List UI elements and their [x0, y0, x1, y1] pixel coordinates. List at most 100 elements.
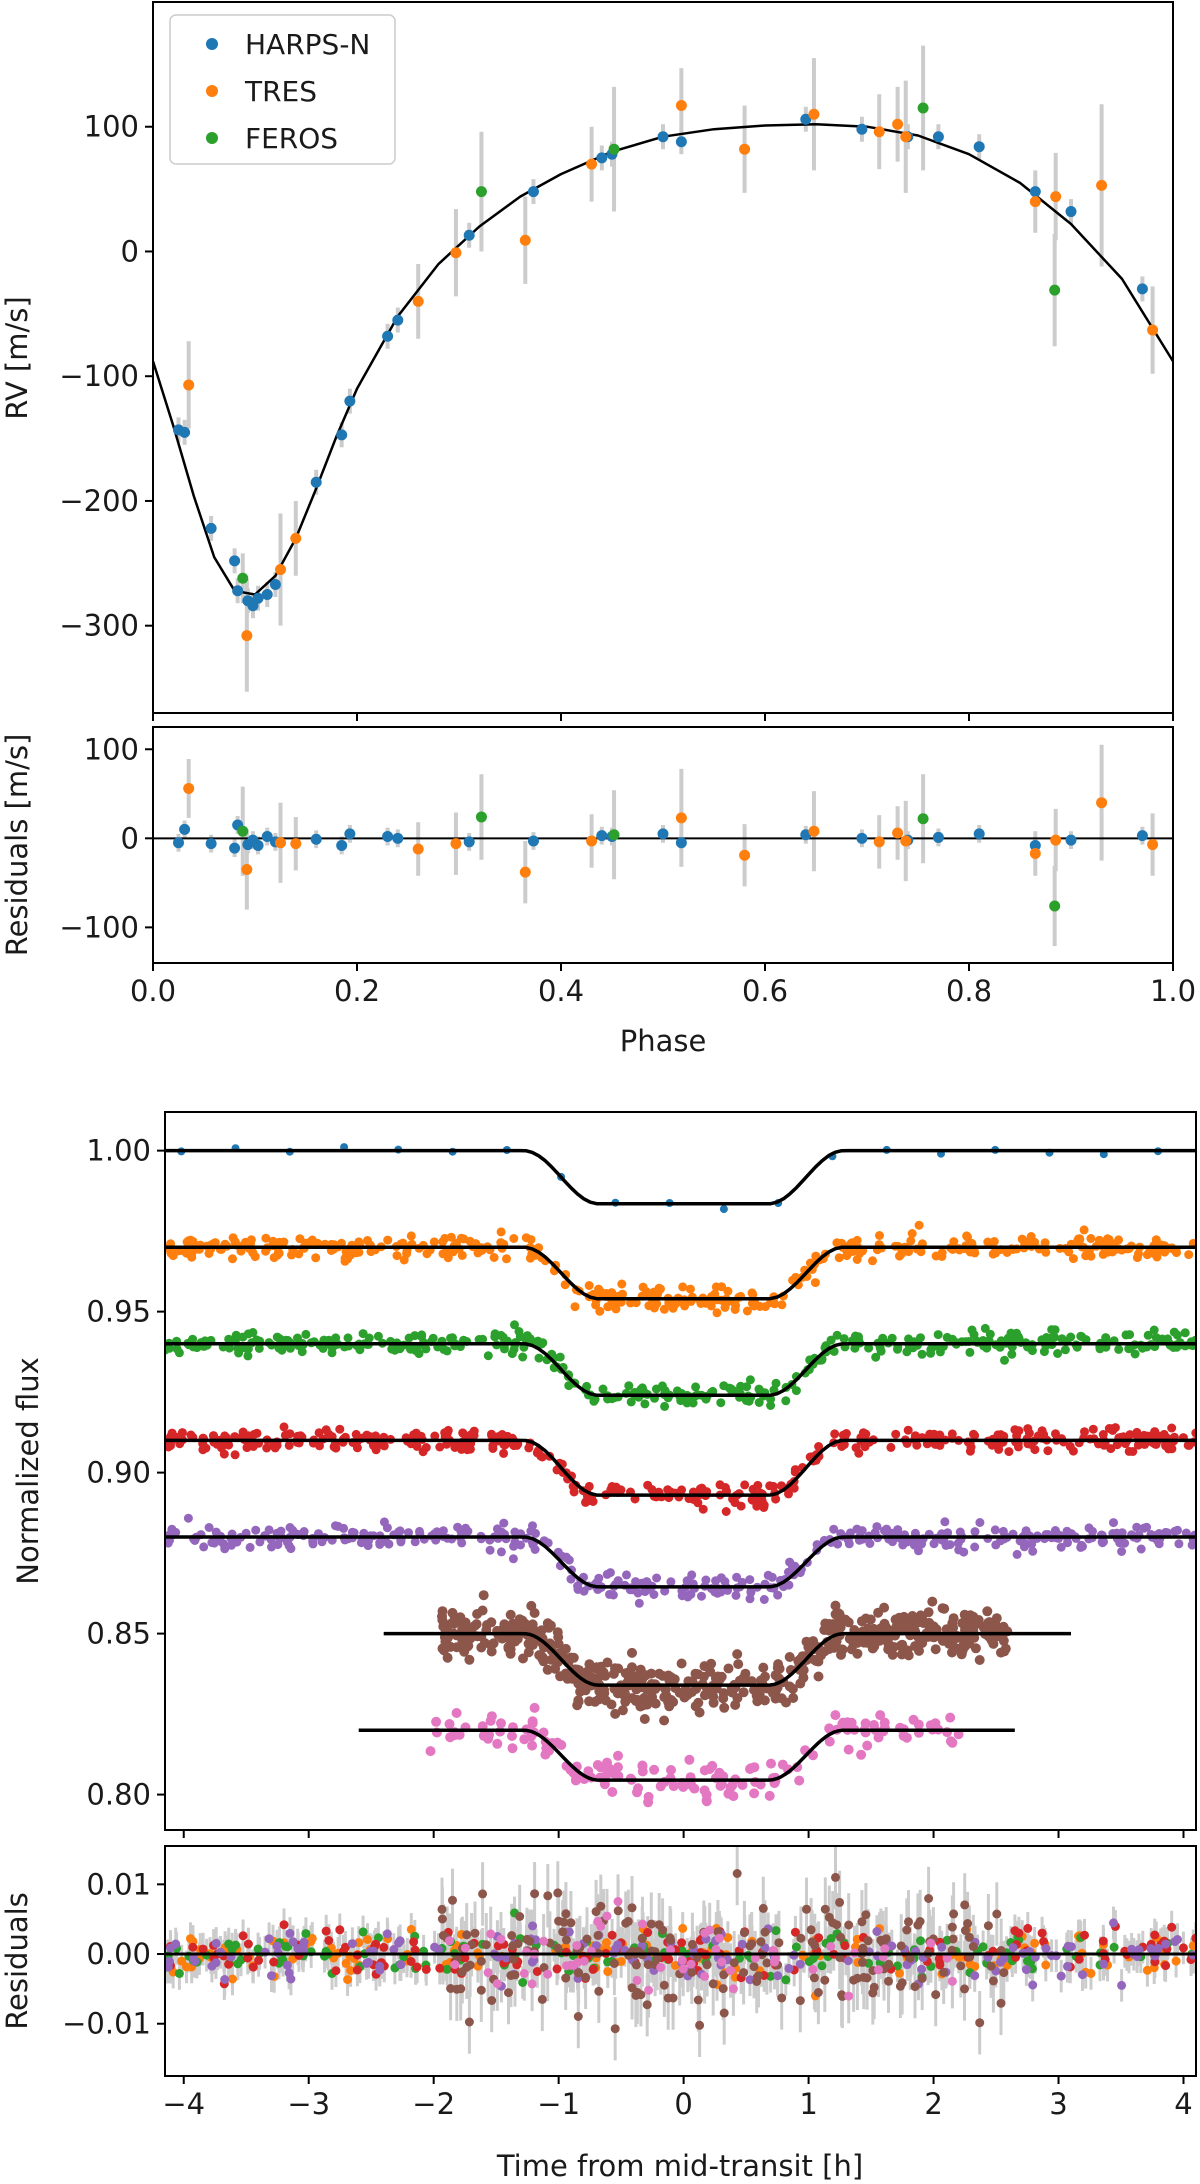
transit-residual-point	[228, 1974, 237, 1984]
legend-label-feros: FEROS	[245, 122, 338, 155]
transit-residual-point	[666, 1945, 675, 1955]
transit-point-c4	[584, 1481, 594, 1491]
transit-point-feros	[893, 1344, 902, 1354]
rv-point-tres	[519, 234, 531, 246]
transit-residual-point	[554, 1916, 564, 1926]
transit-residual-point	[233, 1959, 243, 1969]
transit-residual-point	[652, 1954, 662, 1963]
transit-residual-point	[840, 1941, 850, 1951]
transit-point-tres	[607, 1288, 617, 1298]
transit-point-c6	[897, 1639, 908, 1650]
transit-point-feros	[1095, 1344, 1105, 1354]
transit-point-c5	[255, 1537, 265, 1547]
transit-residual-point	[963, 1919, 973, 1928]
transit-point-c4	[1133, 1440, 1143, 1450]
transit-residual-point	[279, 1920, 289, 1930]
transit-point-c4	[903, 1425, 913, 1435]
transit-point-feros	[719, 1381, 729, 1391]
transit-point-c5	[940, 1517, 950, 1527]
transit-residual-point	[1127, 1944, 1137, 1954]
transit-point-c5	[1088, 1526, 1097, 1536]
transit-point-c5	[998, 1526, 1008, 1536]
transit-residual-point	[1078, 1970, 1087, 1980]
rv-point-tres	[450, 247, 462, 259]
transit-point-c4	[457, 1444, 466, 1454]
transit-point-feros	[744, 1396, 754, 1406]
transit-point-c4	[488, 1441, 498, 1450]
transit-residual-point	[460, 1953, 470, 1963]
transit-point-c7	[913, 1719, 924, 1730]
rv-point-harps	[392, 314, 404, 326]
transit-point-c7	[689, 1783, 700, 1794]
transit-point-c6	[718, 1688, 729, 1699]
transit-point-c4	[284, 1440, 294, 1450]
transit-point-tres	[852, 1255, 862, 1264]
transit-residual-point	[1039, 1937, 1049, 1946]
transit-point-c6	[699, 1690, 710, 1701]
rv-point-tres	[275, 564, 286, 576]
transit-point-c6	[738, 1687, 749, 1698]
transit-point-c7	[529, 1702, 540, 1713]
transit-point-tres	[1017, 1234, 1027, 1244]
transit-point-tres	[1184, 1250, 1194, 1260]
transit-point-tres	[228, 1254, 237, 1264]
transit-residual-point	[553, 1888, 563, 1898]
transit-point-c7	[794, 1775, 805, 1786]
transit-point-c6	[550, 1663, 561, 1674]
transit-point-c7	[655, 1781, 666, 1792]
transit-residual-point	[282, 1960, 292, 1970]
transit-point-feros	[224, 1334, 234, 1344]
transit-residual-point	[594, 1986, 604, 1996]
transit-point-c4	[499, 1448, 509, 1458]
transit-point-c6	[505, 1609, 516, 1620]
transit-residual-point	[395, 1936, 405, 1946]
transit-point-c4	[329, 1442, 339, 1452]
transit-point-c5	[731, 1590, 741, 1600]
rv-point-tres	[183, 379, 195, 391]
transit-point-c5	[496, 1547, 506, 1557]
transit-point-c5	[914, 1546, 923, 1556]
transit-residual-point	[1167, 1922, 1177, 1932]
transit-residual-point	[341, 1958, 351, 1968]
transit-point-c6	[568, 1652, 579, 1663]
transit-residual-point	[442, 1964, 452, 1974]
transit-residual-point	[437, 1914, 447, 1924]
transit-point-c6	[937, 1635, 948, 1646]
transit-point-c5	[605, 1589, 614, 1599]
transit-residual-point	[346, 1966, 356, 1975]
rv-point-tres	[873, 126, 885, 138]
transit-residual-point	[884, 1976, 893, 1986]
transit-residual-point	[284, 1968, 294, 1978]
transit-point-c7	[737, 1780, 748, 1790]
transit-point-c5	[1173, 1525, 1182, 1535]
transit-point-feros	[904, 1334, 913, 1344]
transit-point-c6	[464, 1654, 475, 1665]
transit-residual-point	[905, 1953, 915, 1963]
transit-point-feros	[1013, 1331, 1023, 1341]
transit-residual-point	[1173, 1935, 1182, 1944]
transit-point-c5	[633, 1588, 643, 1598]
transit-residuals-ticks: 0.01 0.00 −0.01 −4 −3 −2 −1 0 1 2 3 4	[62, 1867, 1193, 2121]
transit-point-c5	[845, 1528, 855, 1538]
transit-point-c6	[602, 1657, 613, 1668]
transit-point-feros	[660, 1401, 670, 1411]
transit-point-c4	[830, 1429, 840, 1439]
transit-point-c4	[430, 1431, 440, 1441]
transit-point-c4	[1152, 1430, 1162, 1440]
transit-point-c6	[784, 1681, 795, 1692]
transit-models	[165, 1148, 1196, 1782]
transit-point-c6	[996, 1647, 1006, 1658]
transit-residual-point	[872, 1927, 882, 1936]
transit-point-tres	[747, 1288, 757, 1298]
transit-point-c4	[469, 1426, 479, 1436]
transit-residual-point	[1063, 1961, 1072, 1971]
transit-point-tres	[1040, 1238, 1050, 1248]
transit-point-tres	[916, 1247, 926, 1257]
transit-point-tres	[1104, 1235, 1114, 1244]
transit-residual-point	[992, 1909, 1002, 1919]
transit-residual-point	[749, 1962, 759, 1972]
transit-point-feros	[917, 1349, 927, 1359]
transit-point-c6	[990, 1617, 1001, 1628]
rv-point-harps	[527, 186, 539, 198]
transit-residual-point	[1008, 1943, 1018, 1953]
